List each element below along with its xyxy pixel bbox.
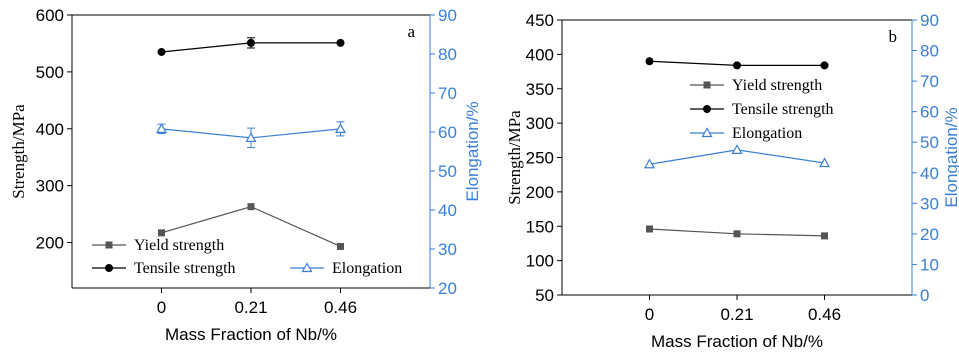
y-tick-label-left: 200 <box>526 183 554 202</box>
y-tick-label-right: 40 <box>920 164 939 183</box>
legend-marker <box>301 262 313 273</box>
y-tick-label-left: 200 <box>36 234 64 253</box>
y-tick-label-left: 350 <box>526 80 554 99</box>
x-tick-label: 0 <box>645 305 654 324</box>
y-tick-label-right: 60 <box>920 103 939 122</box>
data-point <box>247 203 255 211</box>
y-tick-label-right: 60 <box>438 123 457 142</box>
y-tick-label-right: 0 <box>920 286 929 305</box>
data-point <box>247 38 255 47</box>
x-axis-label: Mass Fraction of Nb/% <box>165 325 337 344</box>
y-tick-label-left: 500 <box>36 63 64 82</box>
y-tick-label-right: 90 <box>438 6 457 25</box>
y-tick-label-left: 400 <box>526 45 554 64</box>
data-point <box>155 123 168 133</box>
y-tick-label-right: 50 <box>920 133 939 152</box>
legend-marker <box>105 264 113 272</box>
panel-label: a <box>407 22 415 41</box>
data-point <box>733 61 741 70</box>
legend-marker <box>703 81 711 89</box>
data-point <box>818 157 831 168</box>
legend-label: Elongation <box>332 260 402 277</box>
y-tick-label-right: 10 <box>920 255 939 274</box>
y-tick-label-right: 50 <box>438 162 457 181</box>
y-axis-label-right: Elongation/% <box>463 101 482 201</box>
legend-label: Tensile strength <box>732 101 834 118</box>
y-tick-label-right: 30 <box>920 194 939 213</box>
y-axis-label-right: Elongation/% <box>942 107 959 207</box>
x-tick-label: 0.21 <box>234 298 267 317</box>
data-point <box>731 144 743 154</box>
panel-label: b <box>889 27 898 46</box>
x-tick-label: 0 <box>157 298 166 317</box>
data-point <box>821 232 828 240</box>
y-tick-label-left: 50 <box>535 286 554 305</box>
y-tick-label-right: 70 <box>438 84 457 103</box>
legend-marker <box>105 241 113 249</box>
y-tick-label-right: 20 <box>438 279 457 298</box>
data-point <box>645 57 654 66</box>
data-point <box>158 229 165 237</box>
y-tick-label-left: 600 <box>36 6 64 25</box>
y-tick-label-left: 450 <box>526 11 554 30</box>
y-tick-label-left: 250 <box>526 149 554 168</box>
x-tick-label: 0.46 <box>324 298 357 317</box>
legend-label: Yield strength <box>732 77 822 94</box>
data-point <box>334 123 347 133</box>
y-tick-label-right: 30 <box>438 240 457 259</box>
data-point <box>820 61 829 70</box>
legend-label: Yield strength <box>134 237 224 254</box>
data-point <box>646 225 653 233</box>
data-point <box>336 38 345 47</box>
data-point <box>337 242 344 250</box>
legend-label: Tensile strength <box>134 260 236 277</box>
data-point <box>643 158 656 169</box>
x-tick-label: 0.46 <box>808 305 841 324</box>
chart-panel-b: 50 100 150 200 250 300 350 400 450 0 10 20 30 40 50 60 7… <box>505 11 959 351</box>
y-tick-label-right: 70 <box>920 72 939 91</box>
y-tick-label-left: 300 <box>36 177 64 196</box>
chart-panel-a: 200 300 400 500 600 20 30 40 50 60 70 80 90 0 0.21 0.46… <box>9 6 482 344</box>
y-tick-label-left: 150 <box>526 217 554 236</box>
x-tick-label: 0.21 <box>720 305 753 324</box>
y-tick-label-right: 90 <box>920 11 939 30</box>
legend-marker <box>701 127 713 138</box>
y-tick-label-right: 20 <box>920 225 939 244</box>
data-point <box>245 132 257 142</box>
y-axis-label-left: Strength/MPa <box>9 104 28 199</box>
y-tick-label-left: 300 <box>526 114 554 133</box>
y-axis-label-left: Strength/MPa <box>505 110 524 205</box>
data-point <box>733 230 741 238</box>
data-point <box>157 47 166 56</box>
legend-label: Elongation <box>732 125 802 142</box>
legend-marker <box>703 105 711 113</box>
y-tick-label-left: 400 <box>36 120 64 139</box>
y-tick-label-left: 100 <box>526 252 554 271</box>
y-tick-label-right: 80 <box>438 45 457 64</box>
y-tick-label-right: 40 <box>438 201 457 220</box>
x-axis-label: Mass Fraction of Nb/% <box>651 332 823 351</box>
y-tick-label-right: 80 <box>920 42 939 61</box>
